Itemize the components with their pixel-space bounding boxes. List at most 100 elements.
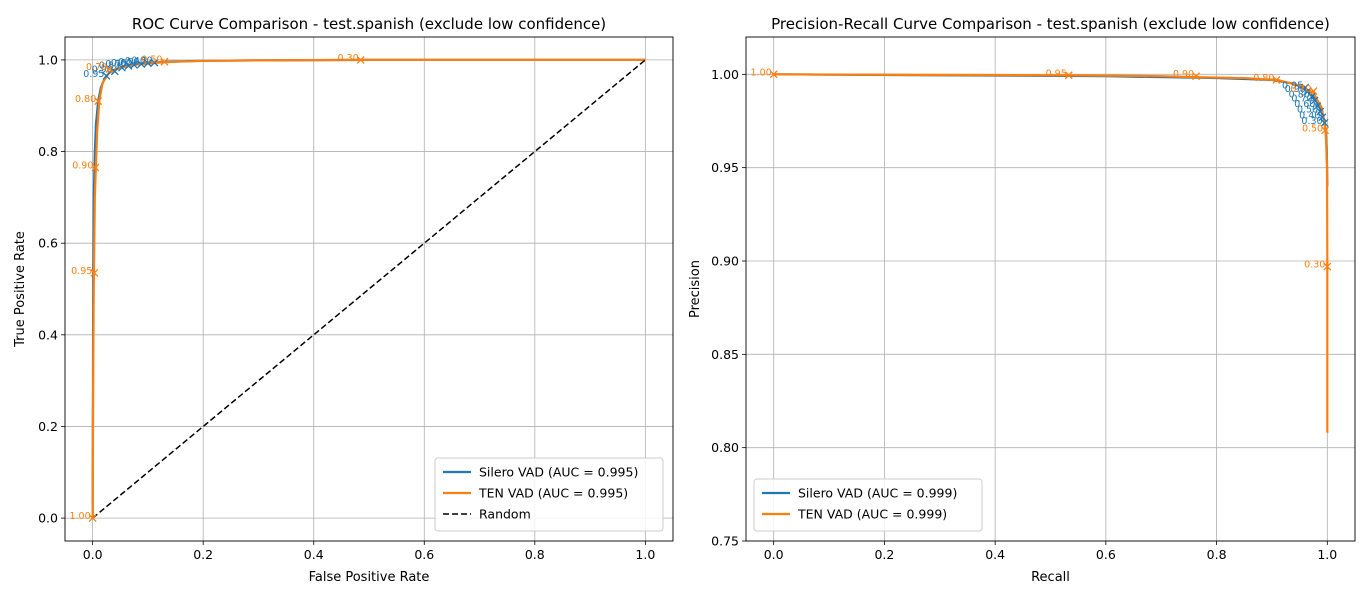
threshold-marker xyxy=(1320,118,1329,127)
legend-box xyxy=(753,478,983,532)
threshold-label: 0.95 xyxy=(71,266,92,277)
marker-stroke-b xyxy=(124,61,133,70)
x-axis-label: Recall xyxy=(1031,570,1070,585)
threshold-marker xyxy=(1309,87,1318,96)
threshold-label: 0.70 xyxy=(1291,93,1312,104)
threshold-marker xyxy=(143,59,152,68)
threshold-marker xyxy=(91,163,100,172)
marker-stroke-b xyxy=(1192,72,1201,81)
threshold-marker xyxy=(102,71,111,80)
threshold-label: 0.50 xyxy=(1297,105,1318,116)
legend-entry: TEN VAD (AUC = 0.995) xyxy=(478,486,628,501)
legend-entry: TEN VAD (AUC = 0.999) xyxy=(797,507,947,522)
threshold-label: 0.50 xyxy=(141,55,162,66)
x-tick-label: 0.6 xyxy=(1096,547,1116,562)
series-line-0 xyxy=(773,73,1329,187)
threshold-marker xyxy=(1192,72,1201,81)
marker-stroke-b xyxy=(150,58,159,67)
threshold-label: 0.90 xyxy=(92,64,113,75)
threshold-label: 0.60 xyxy=(1294,99,1315,110)
y-tick-label: 0.2 xyxy=(38,419,58,434)
threshold-marker xyxy=(130,60,139,69)
y-tick-label: 1.00 xyxy=(711,67,739,82)
plot-area xyxy=(91,58,646,519)
threshold-label: 1.00 xyxy=(751,67,772,78)
threshold-marker xyxy=(1301,83,1310,92)
threshold-label: 0.30 xyxy=(1304,260,1325,271)
marker-stroke-b xyxy=(117,63,126,72)
threshold-label: 0.95 xyxy=(1282,80,1303,91)
marker-stroke-b xyxy=(1316,107,1325,116)
legend: Silero VAD (AUC = 0.995) TEN VAD (AUC = 0… xyxy=(434,457,664,532)
roc-chart-panel: 0.0 0.2 0.4 0.6 0.8 1.0 0.0 0.2 0.4 0.6 0.8 1.0 0.95… xyxy=(13,15,674,585)
marker-stroke-b xyxy=(1318,113,1327,122)
threshold-marker xyxy=(150,58,159,67)
threshold-marker xyxy=(110,67,119,76)
threshold-marker xyxy=(1321,126,1330,135)
x-tick-label: 0.4 xyxy=(985,547,1005,562)
marker-stroke-b xyxy=(130,60,139,69)
y-tick-label: 0.80 xyxy=(711,440,739,455)
threshold-marker xyxy=(1313,102,1322,111)
y-tick-label: 0.75 xyxy=(711,534,739,549)
threshold-label: 0.40 xyxy=(1299,110,1320,121)
chart-title: ROC Curve Comparison - test.spanish (exc… xyxy=(132,15,606,33)
threshold-label: 0.80 xyxy=(75,94,96,105)
y-tick-label: 0.0 xyxy=(38,511,58,526)
series-line-1 xyxy=(91,58,646,519)
threshold-label: 0.50 xyxy=(118,57,139,68)
x-tick-label: 0.6 xyxy=(414,547,434,562)
threshold-label: 0.70 xyxy=(105,59,126,70)
y-axis-label: Precision xyxy=(688,260,703,318)
marker-stroke-b xyxy=(110,67,119,76)
x-tick-label: 1.0 xyxy=(1317,547,1337,562)
marker-stroke-b xyxy=(769,70,778,79)
y-tick-label: 0.90 xyxy=(711,254,739,269)
series-line-0 xyxy=(91,58,646,519)
marker-stroke-b xyxy=(1320,118,1329,127)
y-tick-label: 0.95 xyxy=(711,160,739,175)
x-tick-label: 1.0 xyxy=(635,547,655,562)
threshold-label: 0.70 xyxy=(1290,84,1311,95)
threshold-label: 0.30 xyxy=(338,53,359,64)
y-tick-label: 0.85 xyxy=(711,347,739,362)
threshold-marker xyxy=(105,65,114,74)
threshold-marker xyxy=(117,63,126,72)
threshold-label: 0.80 xyxy=(1289,90,1310,101)
series-line-2 xyxy=(92,59,646,519)
marker-stroke-b xyxy=(137,60,146,68)
marker-stroke-b xyxy=(1323,262,1332,271)
marker-stroke-b xyxy=(1064,71,1073,80)
threshold-label: 0.90 xyxy=(72,161,93,172)
threshold-label: 0.40 xyxy=(125,56,146,67)
x-tick-label: 0.4 xyxy=(304,547,324,562)
threshold-marker xyxy=(1307,92,1316,101)
threshold-marker xyxy=(769,70,778,79)
threshold-marker xyxy=(90,269,99,277)
marker-stroke-b xyxy=(90,269,99,277)
pr-chart-panel: 0.0 0.2 0.4 0.6 0.8 1.00.750.800.850.900.951.… xyxy=(688,15,1356,585)
threshold-marker xyxy=(94,97,103,106)
threshold-marker xyxy=(1272,75,1281,84)
marker-stroke-b xyxy=(1321,126,1330,135)
threshold-label: 0.90 xyxy=(1285,84,1306,95)
x-axis-label: False Positive Rate xyxy=(309,570,430,585)
y-axis-label: True Positive Rate xyxy=(13,231,28,348)
threshold-label: 0.30 xyxy=(1301,116,1322,127)
marker-stroke-b xyxy=(94,97,103,106)
plot-frame xyxy=(64,36,674,542)
threshold-label: 0.95 xyxy=(83,69,104,80)
series-line-1 xyxy=(773,73,1329,433)
x-tick-label: 0.0 xyxy=(764,547,784,562)
threshold-marker xyxy=(160,57,169,66)
marker-stroke-b xyxy=(91,163,100,172)
threshold-label: 0.95 xyxy=(1046,68,1067,79)
legend-box xyxy=(434,457,664,532)
x-tick-label: 0.0 xyxy=(83,547,103,562)
threshold-marker xyxy=(1310,96,1319,105)
marker-stroke-b xyxy=(88,514,97,523)
threshold-label: 0.80 xyxy=(99,61,120,72)
marker-stroke-b xyxy=(1310,96,1319,105)
marker-stroke-b xyxy=(143,59,152,68)
threshold-label: 0.60 xyxy=(111,58,132,69)
